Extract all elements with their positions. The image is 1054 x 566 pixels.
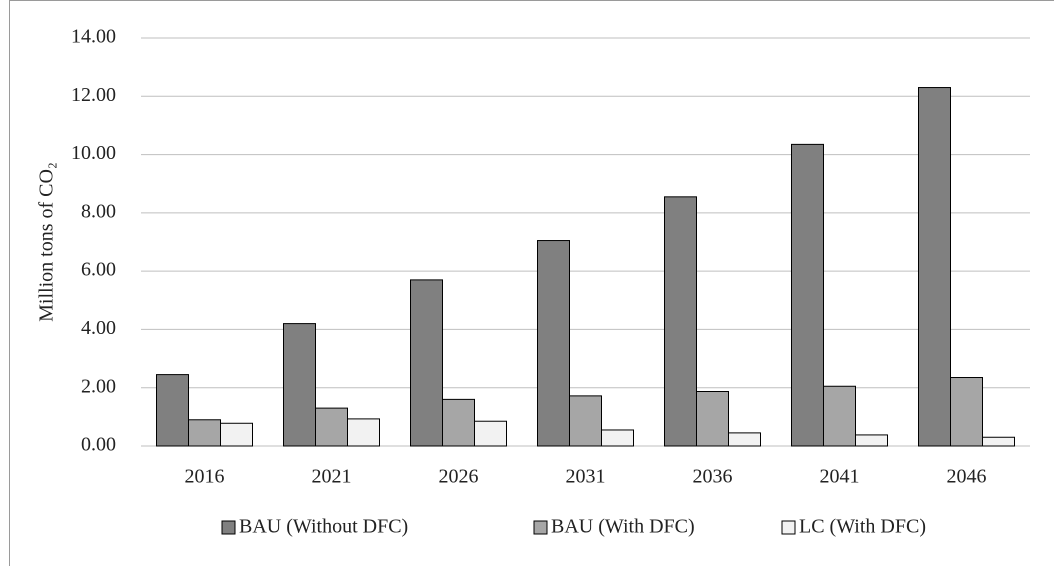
bar	[982, 436, 1015, 447]
x-tick-label: 2026	[439, 466, 479, 488]
bar	[537, 240, 570, 447]
bar	[220, 422, 253, 447]
x-tick-label: 2046	[947, 466, 987, 488]
x-tick-label: 2016	[185, 466, 225, 488]
x-tick-label: 2031	[566, 466, 606, 488]
x-tick-label: 2041	[820, 466, 860, 488]
bar	[347, 418, 380, 447]
legend-label: LC (With DFC)	[799, 516, 926, 538]
y-tick-label: 8.00	[81, 200, 116, 222]
bar	[569, 395, 602, 447]
bar	[664, 196, 697, 447]
bar	[474, 420, 507, 447]
x-tick-label: 2036	[693, 466, 733, 488]
bar	[918, 87, 951, 447]
y-axis-label: Million tons of CO₂	[36, 162, 58, 322]
x-tick-label: 2021	[312, 466, 352, 488]
legend-label: BAU (Without DFC)	[239, 516, 408, 538]
legend-swatch	[781, 520, 796, 535]
bar	[315, 407, 348, 447]
bar	[601, 429, 634, 447]
chart-border	[9, 0, 1054, 566]
y-tick-label: 12.00	[71, 84, 116, 106]
bar	[156, 374, 189, 447]
y-tick-label: 14.00	[71, 26, 116, 48]
bar	[950, 377, 983, 447]
bar	[696, 391, 729, 447]
bar	[855, 434, 888, 447]
y-tick-label: 10.00	[71, 142, 116, 164]
y-tick-label: 0.00	[81, 434, 116, 456]
y-tick-label: 6.00	[81, 259, 116, 281]
y-tick-label: 4.00	[81, 317, 116, 339]
bar	[283, 323, 316, 447]
bar	[442, 398, 475, 447]
legend-swatch	[533, 520, 548, 535]
bar	[410, 279, 443, 447]
bar	[188, 419, 221, 447]
bar	[823, 385, 856, 447]
legend-label: BAU (With DFC)	[551, 516, 695, 538]
bar	[791, 143, 824, 447]
bar	[728, 432, 761, 447]
legend-swatch	[221, 520, 236, 535]
y-tick-label: 2.00	[81, 375, 116, 397]
